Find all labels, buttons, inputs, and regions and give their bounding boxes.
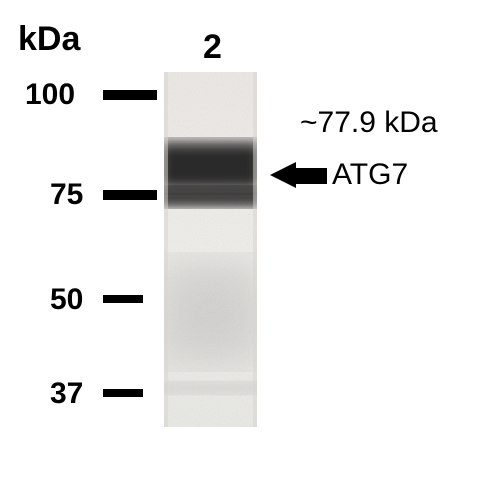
- marker-tick-75: [103, 190, 157, 200]
- blot-lane: [164, 72, 257, 427]
- marker-label-75: 75: [50, 178, 83, 212]
- marker-label-100: 100: [25, 78, 75, 112]
- axis-unit-label: kDa: [18, 20, 80, 59]
- blot-svg: [164, 72, 257, 427]
- western-blot-figure: kDa 100 75 50 37 2: [0, 0, 500, 500]
- arrow-shaft: [295, 168, 327, 184]
- protein-name-annotation: ATG7: [332, 158, 408, 192]
- marker-tick-100: [103, 90, 157, 100]
- marker-label-37: 37: [50, 377, 83, 411]
- marker-label-50: 50: [50, 283, 83, 317]
- marker-tick-37: [103, 389, 143, 397]
- arrow-head-icon: [270, 162, 296, 188]
- lane-number: 2: [203, 28, 222, 67]
- molecular-weight-annotation: ~77.9 kDa: [300, 106, 438, 140]
- marker-tick-50: [103, 295, 143, 303]
